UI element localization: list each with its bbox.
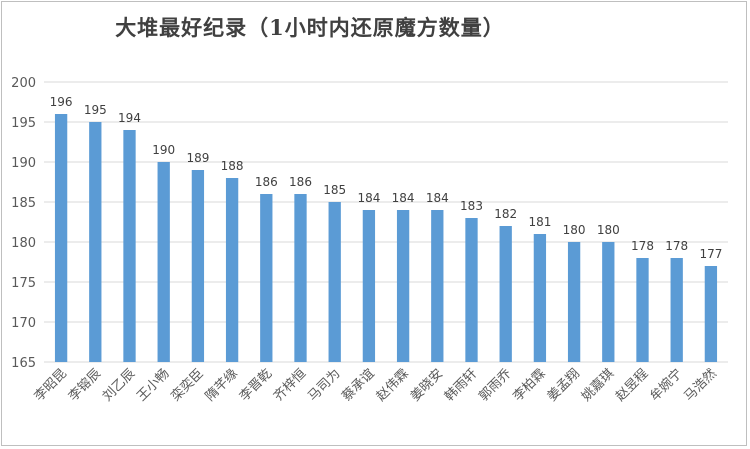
bar (499, 226, 512, 362)
data-label: 180 (597, 223, 620, 237)
x-tick-label: 赵伟霖 (374, 366, 412, 404)
data-label: 184 (426, 191, 449, 205)
bar (396, 210, 410, 362)
bar (328, 202, 341, 362)
data-label: 178 (665, 239, 688, 253)
x-tick-label: 郭雨乔 (476, 366, 515, 405)
x-tick-label: 韩雨轩 (442, 366, 480, 404)
bar (636, 258, 649, 362)
bars (54, 114, 718, 362)
x-tick-label: 李晋乾 (237, 366, 275, 404)
x-tick-label: 姚嘉琪 (579, 366, 617, 404)
bar (123, 130, 136, 362)
y-tick-label: 175 (11, 276, 36, 291)
data-label: 181 (528, 215, 551, 229)
x-tick-label: 姜孟翔 (545, 366, 583, 404)
bar (670, 258, 683, 362)
x-tick-label: 齐梓恒 (270, 366, 309, 405)
x-tick-label: 姜晓安 (408, 366, 446, 404)
bar (225, 178, 239, 362)
bar (533, 234, 547, 362)
bar (260, 194, 273, 362)
data-label: 185 (323, 183, 346, 197)
bar (465, 218, 478, 362)
x-tick-label: 赵昱程 (613, 366, 651, 404)
y-tick-label: 195 (11, 116, 36, 131)
data-label: 186 (289, 175, 312, 189)
x-tick-label: 刘乙辰 (100, 366, 138, 404)
x-tick-label: 蔡承谊 (340, 366, 378, 404)
data-label: 184 (392, 191, 415, 205)
data-label: 189 (186, 151, 209, 165)
x-tick-label: 栾奕臣 (168, 366, 207, 405)
x-tick-label: 牟婉宁 (647, 366, 686, 405)
data-label: 186 (255, 175, 278, 189)
data-label: 188 (221, 159, 244, 173)
data-label: 194 (118, 111, 141, 125)
x-tick-label: 马浩然 (681, 366, 720, 405)
data-label: 183 (460, 199, 483, 213)
bar (602, 242, 615, 362)
data-label: 178 (631, 239, 654, 253)
y-tick-label: 190 (11, 156, 36, 171)
y-tick-label: 165 (11, 356, 36, 371)
x-tick-label: 马司为 (305, 366, 343, 404)
x-tick-label: 李昭昆 (32, 366, 70, 404)
y-axis-ticks: 165 170 175 180 185 190 195 200 (11, 76, 36, 371)
bar (54, 114, 68, 362)
y-tick-label: 180 (11, 236, 36, 251)
bar (567, 242, 581, 362)
x-tick-label: 王小畅 (134, 366, 172, 404)
data-label: 182 (494, 207, 517, 221)
data-label: 184 (357, 191, 380, 205)
bar (157, 162, 170, 362)
data-label: 196 (50, 95, 73, 109)
bar (431, 210, 444, 362)
data-labels: 196 195 194 190 189 188 186 186 185 184 184 184 183 1… (50, 95, 723, 261)
data-label: 180 (563, 223, 586, 237)
bar (294, 194, 307, 362)
bar (362, 210, 376, 362)
x-tick-label: 李镕辰 (66, 366, 104, 404)
bar (89, 122, 102, 362)
y-tick-label: 185 (11, 196, 36, 211)
y-tick-label: 200 (11, 76, 36, 91)
x-tick-label: 隋芊缘 (202, 366, 241, 405)
data-label: 190 (152, 143, 175, 157)
data-label: 195 (84, 103, 107, 117)
chart-title: 大堆最好纪录（1小时内还原魔方数量） (115, 15, 505, 40)
x-tick-label: 李柏霖 (511, 366, 549, 404)
bar (191, 170, 205, 362)
gridlines (44, 81, 728, 363)
y-tick-label: 170 (11, 316, 36, 331)
bar (704, 266, 718, 362)
x-axis-ticks: 李昭昆李镕辰刘乙辰王小畅栾奕臣隋芊缘李晋乾齐梓恒马司为蔡承谊赵伟霖姜晓安韩雨轩郭… (32, 366, 720, 405)
data-label: 177 (699, 247, 722, 261)
